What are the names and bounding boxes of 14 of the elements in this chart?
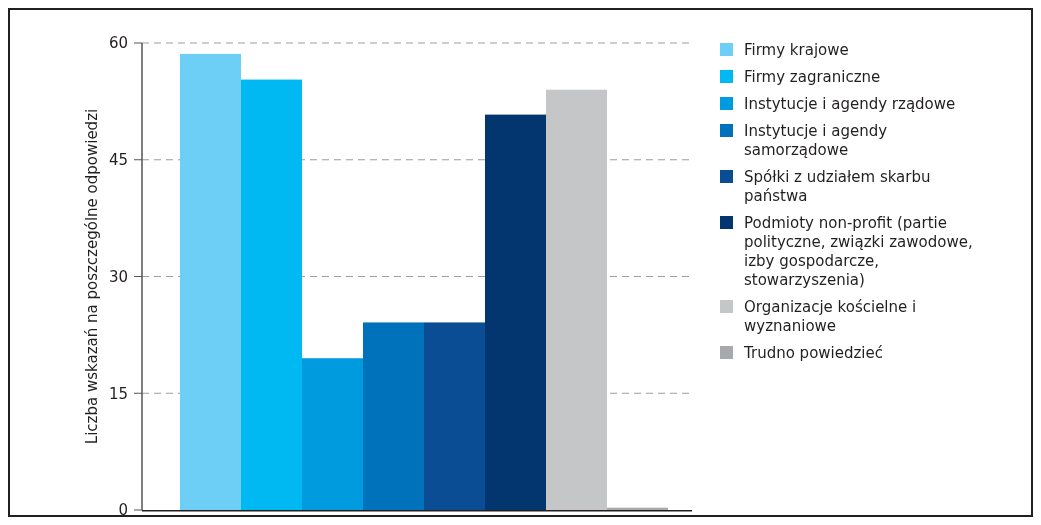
y-tick-label: 60	[108, 34, 128, 53]
legend-label: Organizacje kościelne i wyznaniowe	[744, 298, 917, 335]
legend-label: Podmioty non-profit (partie polityczne, związki zawodowe, izby gospodarcze, stowarzyszenia)	[744, 214, 973, 289]
y-tick-label: 0	[118, 501, 128, 520]
legend-label: Trudno powiedzieć	[743, 344, 884, 362]
legend-label: Firmy krajowe	[744, 41, 849, 59]
legend-label: Firmy zagraniczne	[744, 68, 881, 86]
legend-label: Instytucje i agendy samorządowe	[744, 122, 888, 159]
y-tick-label: 45	[108, 151, 128, 169]
y-tick-label: 30	[108, 267, 128, 286]
legend-label: Spółki z udziałem skarbu państwa	[744, 168, 931, 205]
y-tick-label: 15	[108, 384, 128, 403]
y-axis-title: Liczba wskazań na poszczególne odpowiedzi	[83, 108, 101, 445]
legend-label: Instytucje i agendy rządowe	[744, 95, 956, 113]
